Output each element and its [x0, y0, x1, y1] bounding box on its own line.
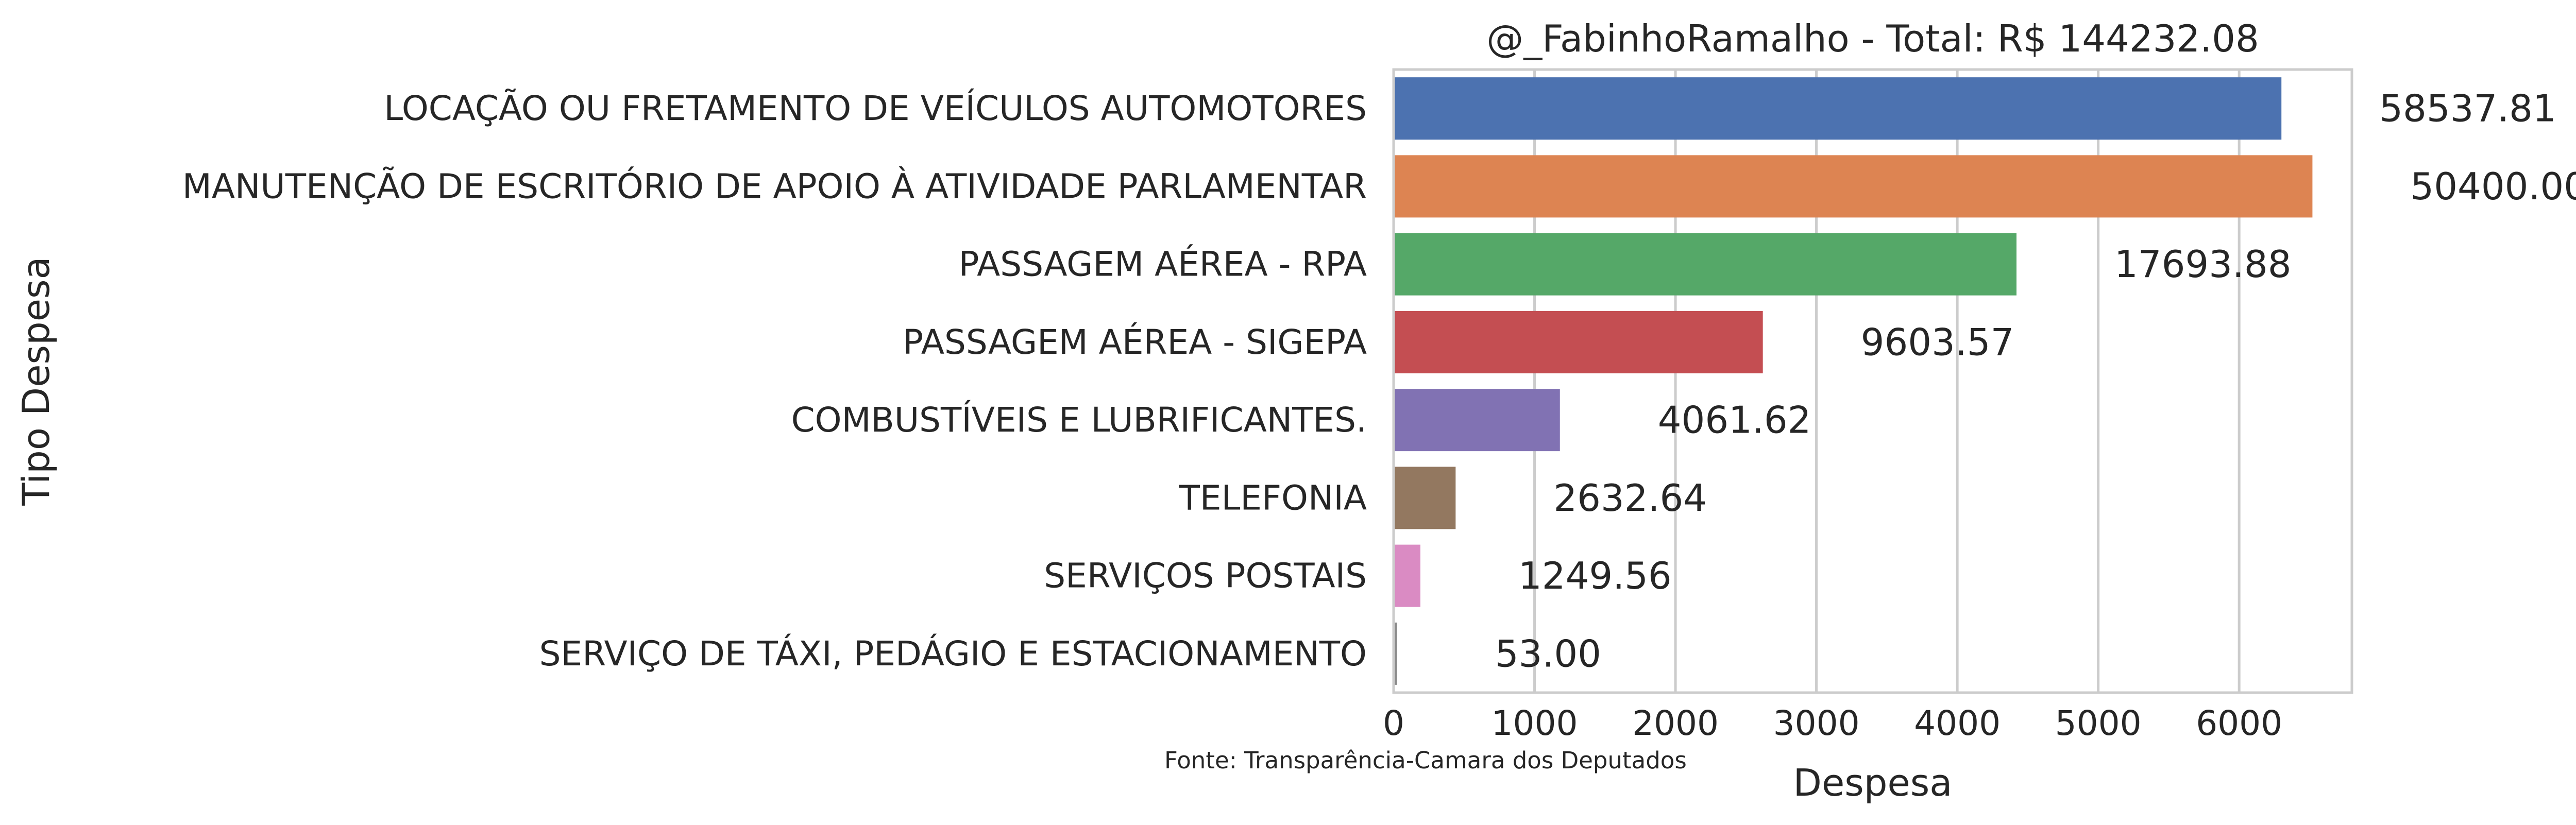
category-labels: LOCAÇÃO OU FRETAMENTO DE VEÍCULOS AUTOMO… — [182, 88, 1367, 674]
data-label: 53.00 — [1495, 632, 1601, 675]
category-label: SERVIÇO DE TÁXI, PEDÁGIO E ESTACIONAMENT… — [539, 634, 1367, 674]
y-axis-title: Tipo Despesa — [14, 256, 58, 506]
category-label: LOCAÇÃO OU FRETAMENTO DE VEÍCULOS AUTOMO… — [384, 88, 1367, 128]
source-note: Fonte: Transparência-Camara dos Deputado… — [1164, 747, 1687, 774]
category-label: PASSAGEM AÉREA - RPA — [959, 244, 1367, 284]
data-label: 2632.64 — [1553, 476, 1707, 520]
x-tick-label: 2000 — [1632, 703, 1719, 743]
data-label: 9603.57 — [1861, 320, 2014, 364]
category-label: COMBUSTÍVEIS E LUBRIFICANTES. — [791, 400, 1367, 440]
bar — [1394, 467, 1456, 529]
x-tick-label: 6000 — [2196, 703, 2282, 743]
bar — [1394, 622, 1397, 685]
data-label: 1249.56 — [1518, 554, 1672, 597]
x-tick-label: 1000 — [1492, 703, 1578, 743]
x-tick-label: 4000 — [1914, 703, 2001, 743]
category-label: PASSAGEM AÉREA - SIGEPA — [903, 322, 1367, 362]
bar — [1394, 77, 2282, 140]
data-label: 50400.00 — [2410, 165, 2576, 208]
x-axis-title: Despesa — [1793, 761, 1953, 804]
bar — [1394, 233, 2016, 296]
data-label: 17693.88 — [2114, 243, 2292, 286]
category-label: TELEFONIA — [1179, 478, 1367, 518]
value-labels: 58537.81 50400.00 17693.88 9603.57 4061.62 26… — [1495, 87, 2576, 676]
bar — [1394, 155, 2313, 218]
x-tick-label: 5000 — [2055, 703, 2142, 743]
category-label: MANUTENÇÃO DE ESCRITÓRIO DE APOIO À ATIV… — [182, 166, 1367, 206]
x-tick-label: 3000 — [1773, 703, 1860, 743]
bar — [1394, 544, 1420, 607]
data-label: 4061.62 — [1658, 399, 1811, 442]
plot-frame — [1392, 68, 2353, 694]
category-label: SERVIÇOS POSTAIS — [1044, 556, 1367, 596]
x-tick-labels: 0 1000 2000 3000 4000 5000 6000 — [1383, 703, 2282, 743]
x-tick-label: 0 — [1383, 703, 1404, 743]
data-label: 58537.81 — [2379, 87, 2556, 130]
bar — [1394, 311, 1763, 373]
bars — [1394, 77, 2313, 685]
chart-title: @_FabinhoRamalho - Total: R$ 144232.08 — [1486, 17, 2259, 60]
bar — [1394, 389, 1560, 452]
